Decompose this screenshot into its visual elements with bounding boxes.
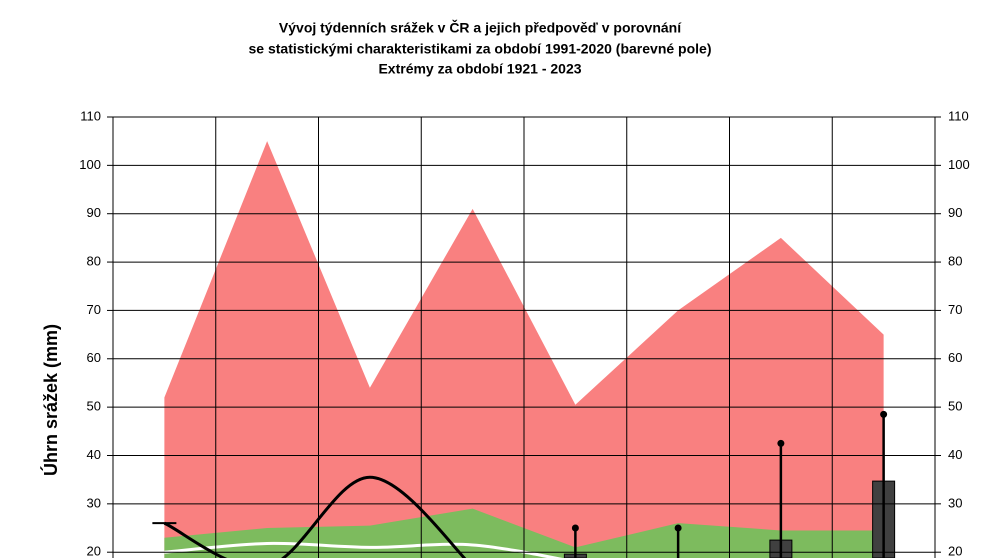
whisker-dot: [571, 524, 579, 532]
whisker-dot: [777, 439, 785, 447]
y2-tick-label: 100: [948, 157, 970, 172]
y2-tick-label: 110: [948, 108, 969, 123]
y-tick-label: 60: [87, 350, 101, 365]
y2-tick-label: 90: [948, 205, 962, 220]
y-tick-label: 80: [87, 254, 101, 269]
y2-tick-label: 70: [948, 302, 962, 317]
y-tick-label: 30: [87, 495, 101, 510]
chart-title: Extrémy za období 1921 - 2023: [378, 61, 581, 77]
y-tick-label: 50: [87, 399, 101, 414]
chart-title: Vývoj týdenních srážek v ČR a jejich pře…: [279, 19, 682, 36]
y-tick-label: 20: [87, 544, 101, 558]
y-tick-label: 70: [87, 302, 101, 317]
y-tick-label: 40: [87, 447, 101, 462]
y2-tick-label: 50: [948, 399, 962, 414]
y2-tick-label: 30: [948, 495, 962, 510]
y-tick-label: 110: [80, 108, 101, 123]
y2-tick-label: 80: [948, 254, 962, 269]
y-axis-label: Úhrn srážek (mm): [40, 324, 61, 476]
line: [164, 541, 563, 558]
y2-tick-label: 40: [948, 447, 962, 462]
y2-tick-label: 60: [948, 350, 962, 365]
y-tick-label: 100: [79, 157, 101, 172]
y2-tick-label: 20: [948, 544, 962, 558]
whisker-dot: [674, 524, 682, 532]
whisker-dot: [880, 410, 888, 418]
y-tick-label: 90: [87, 205, 101, 220]
chart-title: se statistickými charakteristikami za ob…: [249, 41, 712, 57]
